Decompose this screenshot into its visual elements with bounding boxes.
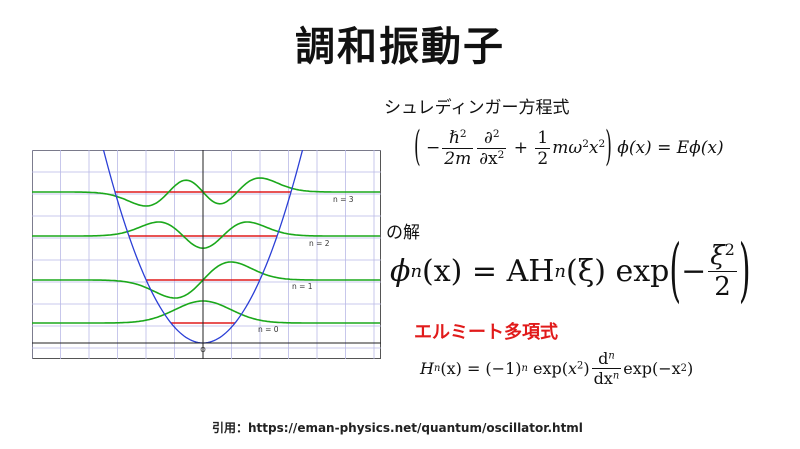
wavefunction-n3 [32, 177, 380, 207]
wavefunction-n2 [32, 221, 380, 250]
wavefunction-n1 [32, 261, 380, 299]
wavefunction-n0 [32, 300, 380, 324]
level-label-n1: n = 1 [292, 282, 313, 291]
wavefunction-curves [32, 177, 380, 324]
schrodinger-label: シュレディンガー方程式 [384, 98, 570, 118]
level-label-n2: n = 2 [309, 239, 330, 248]
level-label-n0: n = 0 [258, 325, 279, 334]
level-label-n3: n = 3 [333, 195, 354, 204]
slide-title: 調和振動子 [295, 24, 505, 70]
solution-label: の解 [386, 223, 420, 243]
citation: 引用：https://eman-physics.net/quantum/osci… [212, 421, 583, 435]
hermite-label: エルミート多項式 [414, 322, 558, 343]
harmonic-oscillator-graph: O n = 3 n = 2 n = 1 n = 0 [32, 150, 381, 359]
origin-label: O [200, 346, 206, 354]
